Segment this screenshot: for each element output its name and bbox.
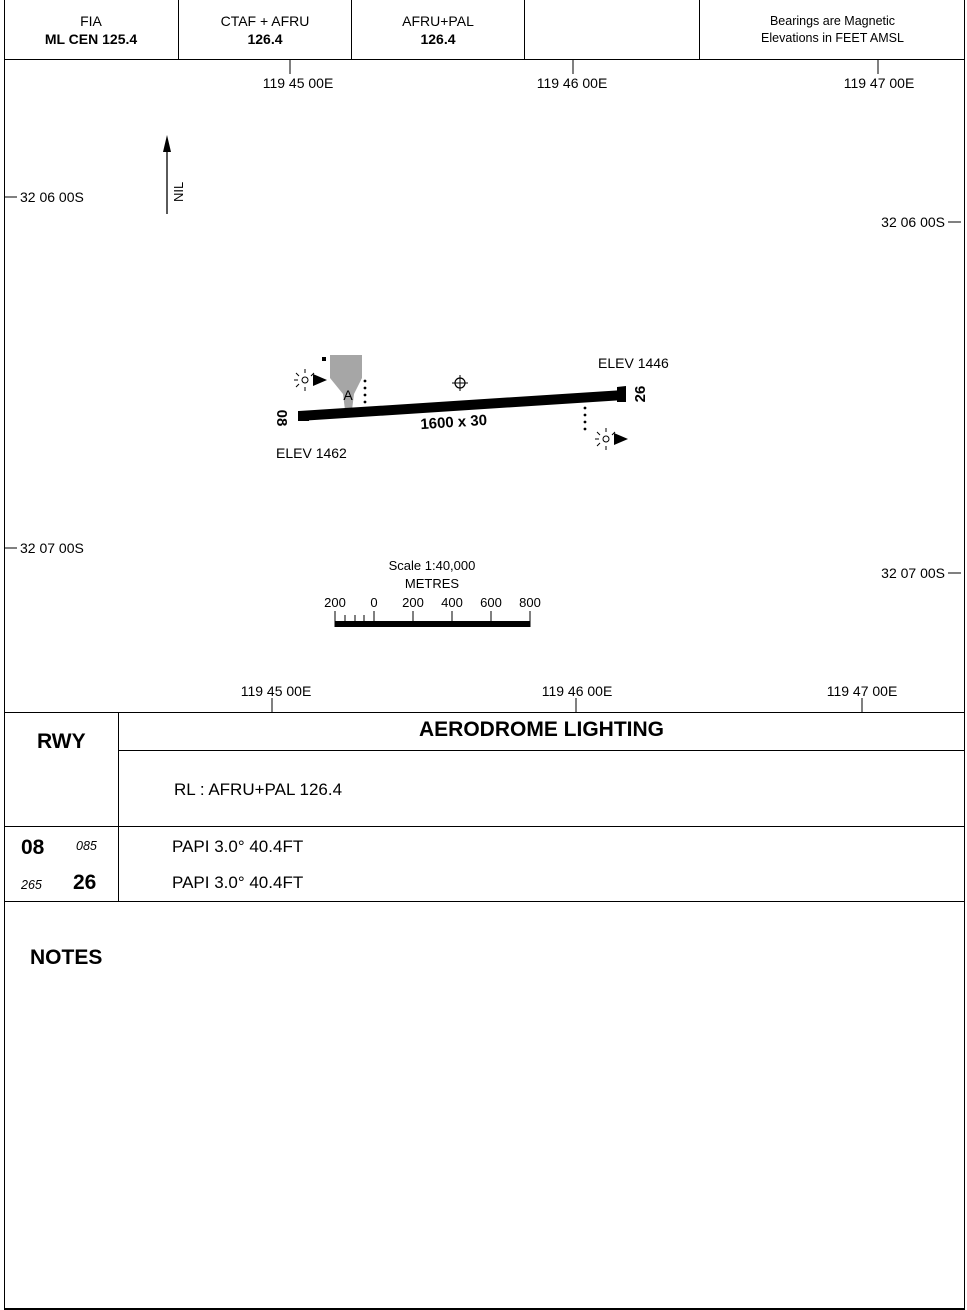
runway-dimensions: 1600 x 30 — [420, 412, 488, 433]
empty-header-cell — [525, 0, 700, 59]
lighting-row-26-rwy: 26 — [73, 871, 97, 894]
papi-lights-icon-east — [583, 406, 587, 431]
notes-title: NOTES — [30, 946, 103, 969]
windsock-icon-east — [595, 428, 628, 450]
elevation-east: ELEV 1446 — [598, 355, 669, 371]
right-lat-label-2: 32 07 00S — [881, 565, 945, 581]
rwy-column-divider — [118, 713, 119, 901]
scale-tick-label-0: 0 — [370, 595, 377, 610]
runway-end-08: 08 — [273, 410, 290, 427]
aerodrome-lighting-table: RWY AERODROME LIGHTING RL : AFRU+PAL 126… — [4, 712, 965, 902]
rwy-column-header: RWY — [37, 730, 86, 753]
chart-sheet — [4, 0, 965, 1310]
aerodrome-chart-map: 119 45 00E 119 46 00E 119 47 00E 32 06 0… — [5, 60, 961, 712]
runway-end-26: 26 — [632, 386, 649, 403]
scale-tick-label-200: 200 — [402, 595, 424, 610]
right-lat-label-1: 32 06 00S — [881, 214, 945, 230]
units-note-cell: Bearings are Magnetic Elevations in FEET… — [700, 0, 965, 59]
apron-label: A — [343, 387, 353, 403]
apron-area — [322, 355, 362, 410]
fia-cell: FIA ML CEN 125.4 — [4, 0, 179, 59]
ctaf-cell: CTAF + AFRU 126.4 — [179, 0, 352, 59]
scale-title: Scale 1:40,000 — [389, 558, 476, 573]
left-lat-label-1: 32 06 00S — [20, 189, 84, 205]
elevations-note: Elevations in FEET AMSL — [761, 30, 904, 45]
scale-tick-label-800: 800 — [519, 595, 541, 610]
bottom-lon-label-2: 119 46 00E — [542, 683, 613, 699]
lighting-row-08-rwy: 08 — [21, 836, 45, 859]
north-arrow-icon — [163, 135, 171, 214]
lighting-row-26-heading: 265 — [21, 878, 42, 892]
papi-lights-icon-west — [363, 379, 367, 404]
scale-bar — [334, 611, 531, 627]
left-lat-label-2: 32 07 00S — [20, 540, 84, 556]
runway-lighting-info: RL : AFRU+PAL 126.4 — [174, 780, 343, 799]
scale-tick-label-200-left: 200 — [324, 595, 346, 610]
ctaf-label: CTAF + AFRU — [220, 12, 310, 29]
afru-cell: AFRU+PAL 126.4 — [352, 0, 525, 59]
ctaf-frequency: 126.4 — [247, 30, 283, 47]
apron-marker-icon — [322, 357, 326, 361]
scale-tick-label-400: 400 — [441, 595, 463, 610]
title-divider — [118, 750, 965, 751]
lighting-row-26-papi: PAPI 3.0° 40.4FT — [172, 873, 304, 892]
aerodrome-lighting-title: AERODROME LIGHTING — [419, 718, 664, 741]
bottom-lon-label-1: 119 45 00E — [241, 683, 312, 699]
top-lon-label-1: 119 45 00E — [263, 75, 334, 91]
sheet-bottom-border — [4, 1308, 965, 1310]
lighting-row-08-papi: PAPI 3.0° 40.4FT — [172, 837, 304, 856]
afru-frequency: 126.4 — [420, 30, 456, 47]
header-frequency-strip: FIA ML CEN 125.4 CTAF + AFRU 126.4 AFRU+… — [4, 0, 965, 60]
scale-unit: METRES — [405, 576, 460, 591]
windsock-icon-west — [294, 369, 327, 391]
fia-label: FIA — [80, 12, 102, 29]
afru-label: AFRU+PAL — [402, 12, 474, 29]
rows-divider — [4, 826, 965, 827]
north-arrow-label: NIL — [171, 182, 186, 202]
scale-tick-label-600: 600 — [480, 595, 502, 610]
lighting-row-08-heading: 085 — [76, 839, 97, 853]
elevation-west: ELEV 1462 — [276, 445, 347, 461]
bearings-note: Bearings are Magnetic — [769, 13, 896, 28]
top-lon-label-3: 119 47 00E — [844, 75, 915, 91]
bottom-lon-label-3: 119 47 00E — [827, 683, 898, 699]
runway-08-26 — [298, 386, 626, 421]
aerodrome-reference-point-icon — [452, 375, 468, 391]
top-lon-label-2: 119 46 00E — [537, 75, 608, 91]
fia-frequency: ML CEN 125.4 — [44, 30, 138, 47]
